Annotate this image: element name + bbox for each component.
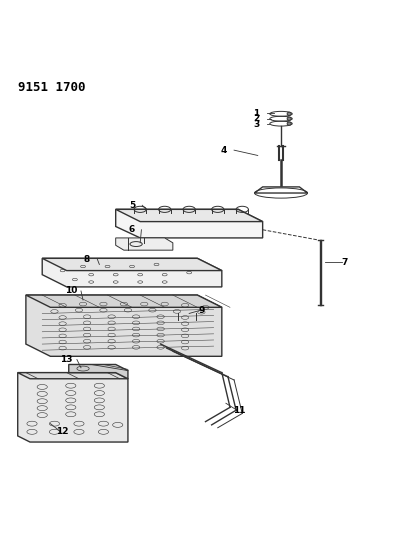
- Polygon shape: [18, 373, 128, 379]
- Polygon shape: [115, 209, 263, 238]
- Polygon shape: [69, 365, 128, 379]
- Text: 10: 10: [65, 287, 77, 295]
- Ellipse shape: [178, 316, 196, 325]
- Text: 4: 4: [221, 146, 227, 155]
- Polygon shape: [18, 373, 128, 442]
- Ellipse shape: [287, 122, 291, 125]
- Text: 12: 12: [55, 426, 68, 435]
- Polygon shape: [115, 209, 263, 222]
- Text: 2: 2: [254, 114, 260, 123]
- Text: 5: 5: [129, 201, 135, 210]
- Ellipse shape: [287, 112, 291, 116]
- Text: 7: 7: [341, 258, 347, 267]
- Polygon shape: [42, 259, 222, 271]
- Text: 6: 6: [128, 225, 134, 235]
- Text: 3: 3: [254, 120, 260, 129]
- Text: 13: 13: [60, 355, 73, 364]
- Text: 9151 1700: 9151 1700: [18, 81, 85, 94]
- Polygon shape: [26, 295, 222, 308]
- Polygon shape: [26, 295, 222, 356]
- Ellipse shape: [178, 309, 196, 318]
- Polygon shape: [115, 238, 173, 250]
- Text: 8: 8: [84, 255, 90, 264]
- Ellipse shape: [287, 117, 291, 120]
- Polygon shape: [42, 259, 222, 287]
- Text: 9: 9: [198, 306, 205, 315]
- Text: 11: 11: [233, 406, 245, 415]
- Text: 1: 1: [254, 109, 260, 117]
